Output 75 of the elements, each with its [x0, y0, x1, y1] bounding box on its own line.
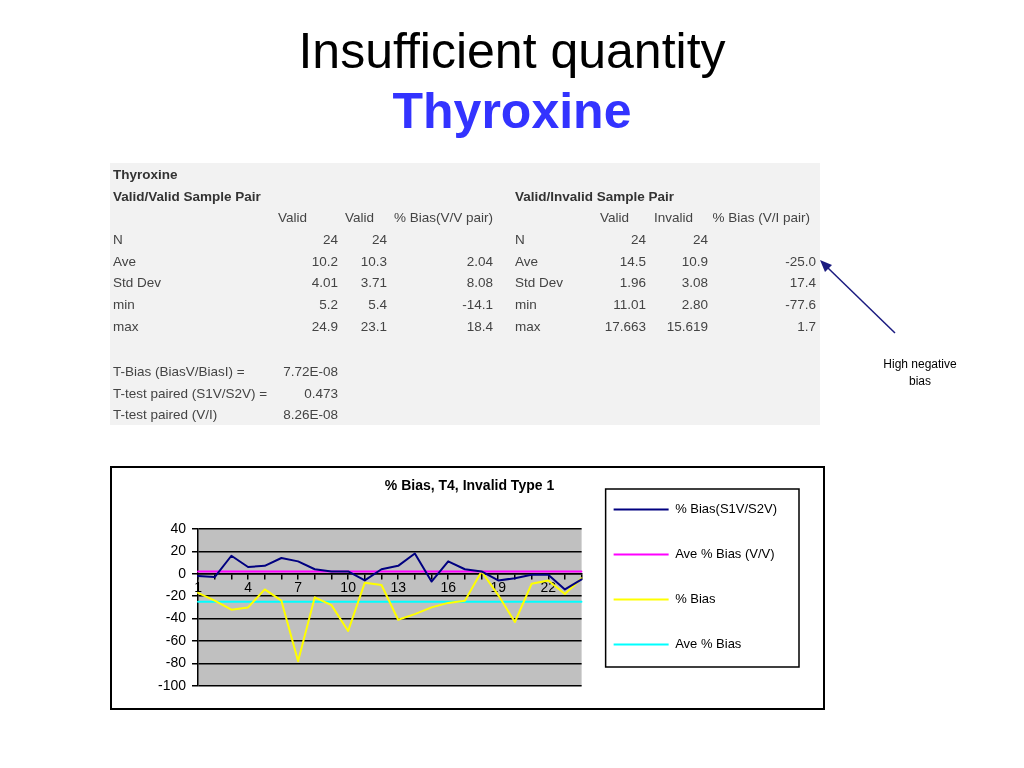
text: 2.80 [681, 297, 708, 313]
text: 17.4 [789, 275, 816, 291]
text: 23.1 [360, 319, 387, 335]
text: Thyroxine [391, 83, 633, 139]
y-tick-label: 0 [178, 564, 187, 581]
text: 1.96 [619, 275, 646, 291]
text: Ave [515, 254, 539, 270]
text: 24.9 [311, 319, 338, 335]
y-tick-label: -60 [165, 631, 187, 648]
chart-title: % Bias, T4, Invalid Type 1 [384, 477, 555, 494]
text: -25.0 [785, 254, 816, 270]
text: Valid [277, 210, 307, 226]
y-tick-label: 20 [170, 542, 187, 559]
y-tick-label: -20 [165, 587, 187, 604]
text: T-Bias (BiasV/BiasI) = [113, 364, 245, 380]
text: min [113, 297, 135, 313]
text: 17.663 [604, 319, 646, 335]
legend-label: % Bias(S1V/S2V) [675, 501, 777, 517]
text: 3.71 [360, 275, 387, 291]
text: T-test paired (V/I) [113, 407, 218, 423]
text: 24 [692, 232, 708, 248]
text: 8.26E-08 [283, 407, 338, 423]
text: N [515, 232, 525, 248]
text: 24 [322, 232, 338, 248]
text: % Bias(V/V pair) [393, 210, 493, 226]
text: 4.01 [311, 275, 338, 291]
text: Ave [113, 254, 137, 270]
text: 10.3 [360, 254, 387, 270]
text: Valid/Invalid Sample Pair [515, 189, 675, 205]
text: 18.4 [466, 319, 493, 335]
text: max [113, 319, 139, 335]
text: 8.08 [466, 275, 493, 291]
y-tick-label: -40 [165, 609, 187, 626]
legend-label: Ave % Bias (V/V) [675, 546, 775, 562]
text: 15.619 [666, 319, 708, 335]
text: T-test paired (S1V/S2V) = [113, 386, 268, 402]
text: Insufficient quantity [297, 23, 727, 79]
text: N [113, 232, 123, 248]
x-tick-label: 10 [340, 578, 357, 595]
text: Valid [344, 210, 374, 226]
text: Valid/Valid Sample Pair [113, 189, 261, 205]
text: 24 [630, 232, 646, 248]
text: 7.72E-08 [283, 364, 338, 380]
y-tick-label: -80 [165, 654, 187, 671]
text: 1.7 [797, 319, 816, 335]
text: 24 [371, 232, 387, 248]
text: % Bias (V/I pair) [712, 210, 810, 226]
text: 5.4 [368, 297, 387, 313]
text: 5.2 [319, 297, 338, 313]
text: max [515, 319, 541, 335]
x-tick-label: 4 [244, 578, 253, 595]
text: Std Dev [515, 275, 564, 291]
text: 2.04 [466, 254, 493, 270]
y-tick-label: -100 [157, 676, 187, 693]
text: 10.9 [681, 254, 708, 270]
text: min [515, 297, 537, 313]
text: 10.2 [311, 254, 338, 270]
text: 14.5 [619, 254, 646, 270]
text: 11.01 [613, 297, 646, 313]
text: 0.473 [304, 386, 338, 402]
legend-label: % Bias [675, 591, 717, 607]
x-tick-label: 13 [390, 578, 407, 595]
text: 3.08 [681, 275, 708, 291]
text: -77.6 [785, 297, 816, 313]
text: Thyroxine [113, 167, 178, 183]
text: -14.1 [462, 297, 493, 313]
x-tick-label: 7 [294, 578, 303, 595]
y-tick-label: 40 [170, 519, 187, 536]
text: Std Dev [113, 275, 162, 291]
text: Invalid [653, 210, 693, 226]
text: High negative bias [882, 356, 958, 390]
x-tick-label: 22 [540, 578, 557, 595]
legend-label: Ave % Bias [675, 636, 742, 652]
text: Valid [599, 210, 629, 226]
x-tick-label: 16 [440, 578, 457, 595]
